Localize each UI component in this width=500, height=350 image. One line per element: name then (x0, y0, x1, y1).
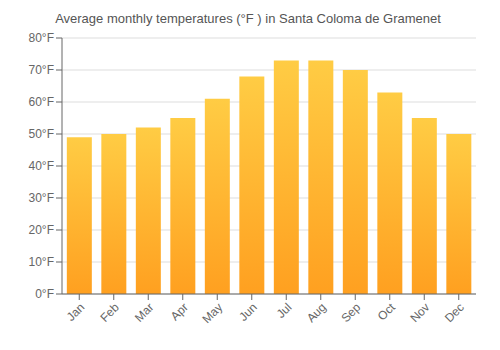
svg-text:Dec: Dec (442, 300, 467, 325)
svg-text:Feb: Feb (97, 300, 122, 325)
html-text:Average monthly temperatures (: Average monthly temperatures (°F ) in Sa… (55, 11, 441, 26)
svg-text:Apr: Apr (168, 300, 191, 323)
svg-text:Jan: Jan (64, 300, 88, 324)
svg-text:Jul: Jul (274, 300, 295, 321)
svg-text:40°F: 40°F (29, 159, 54, 173)
svg-text:60°F: 60°F (29, 95, 54, 109)
svg-text:80°F: 80°F (29, 31, 54, 45)
svg-text:20°F: 20°F (29, 223, 54, 237)
svg-text:70°F: 70°F (29, 63, 54, 77)
svg-text:50°F: 50°F (29, 127, 54, 141)
svg-text:Mar: Mar (132, 300, 157, 325)
svg-text:Sep: Sep (338, 300, 363, 325)
svg-text:10°F: 10°F (29, 255, 54, 269)
svg-text:May: May (199, 300, 225, 326)
svg-text:Nov: Nov (407, 300, 432, 325)
svg-text:Oct: Oct (375, 300, 399, 324)
svg-text:30°F: 30°F (29, 191, 54, 205)
svg-text:0°F: 0°F (35, 287, 54, 301)
svg-text:Aug: Aug (304, 300, 329, 325)
svg-text:Jun: Jun (236, 300, 260, 324)
